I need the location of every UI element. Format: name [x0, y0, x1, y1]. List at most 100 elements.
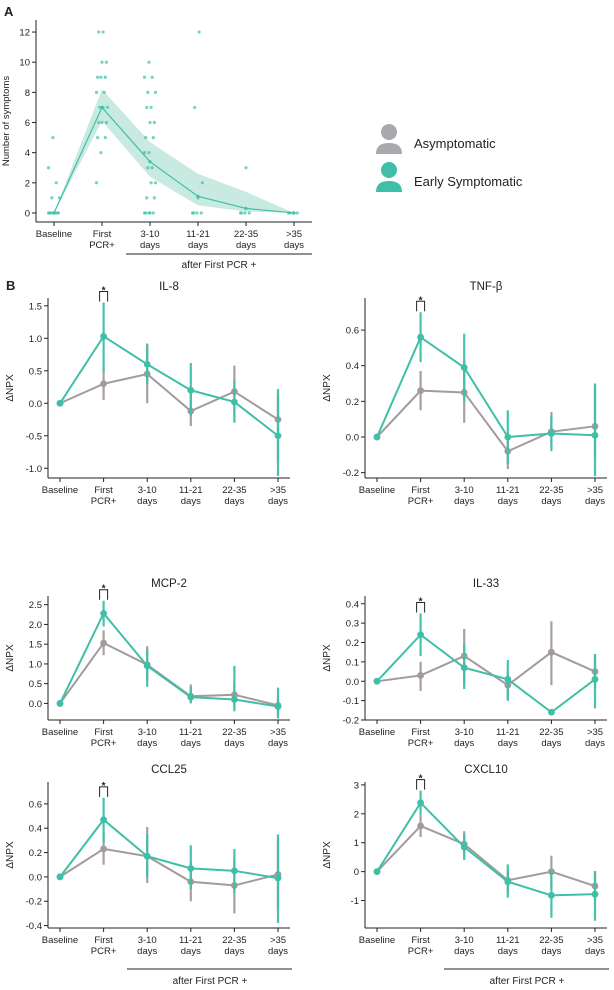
ccl25-ytick-label: 0.6	[29, 799, 42, 810]
mcp2-early-symptomatic-point	[100, 609, 107, 617]
il33-ytick-label: 0.1	[346, 657, 359, 668]
il33-ytick-label: -0.1	[343, 696, 359, 707]
symptoms-point	[247, 211, 251, 215]
il33-xtick-label: 22-35 days	[539, 727, 563, 749]
mcp2-early-symptomatic-point	[56, 700, 64, 707]
symptoms-point	[103, 135, 107, 140]
symptoms-point	[151, 135, 155, 140]
il33-xtick-label: 3-10 days	[454, 727, 474, 749]
symptoms-point	[146, 166, 150, 170]
symptoms-point	[197, 30, 201, 34]
cxcl10-asymptomatic-point	[417, 822, 424, 830]
symptoms-point	[145, 105, 149, 110]
tnfb-significance-star: *	[419, 295, 423, 306]
symptoms-point	[149, 105, 153, 110]
symptoms-point	[192, 211, 196, 215]
cxcl10-xtick-label: 3-10 days	[454, 935, 474, 957]
symptoms-point	[147, 151, 151, 155]
cxcl10-ytick-label: 2	[354, 809, 359, 820]
mcp2-ytick-label: 0.0	[29, 699, 42, 710]
symptoms-point	[152, 120, 156, 125]
cxcl10-xtick-label: 22-35 days	[539, 935, 563, 957]
symptoms-mean-point	[292, 211, 296, 215]
symptoms-axes: 0 2 4 6 8 10 12 Baseline First PCR+ 3-10 days 11-21 d…	[1, 20, 312, 251]
il33-xtick-label: 11-21 days	[496, 727, 520, 749]
symptoms-ci-band	[54, 89, 294, 213]
symptoms-point	[99, 75, 103, 79]
il33-early-symptomatic-point	[548, 708, 555, 716]
mcp2-significance-star: *	[102, 584, 106, 595]
il8-chart: -1.0 -0.5 0.0 0.5 1.0 1.5 Baseline First PCR+ 3-1…	[5, 281, 290, 507]
ccl25-bracket-line	[99, 786, 109, 797]
il33-xtick-label: Baseline	[359, 727, 395, 738]
mcp2-ylabel: ΔNPX	[5, 644, 16, 672]
symptoms-point	[199, 211, 203, 215]
ccl25-asymptomatic-point	[100, 845, 107, 853]
ccl25-early-symptomatic-point	[56, 873, 64, 881]
symptoms-mean-point	[52, 211, 56, 215]
il8-xtick-label: First PCR+	[91, 485, 117, 507]
mcp2-ytick-label: 1.5	[29, 640, 42, 651]
ccl25-ytick-label: 0.0	[29, 872, 42, 883]
il8-xtick-label: 22-35 days	[222, 485, 246, 507]
cxcl10-ytick-label: 1	[354, 838, 359, 849]
symptoms-ytick-label: 4	[25, 148, 30, 159]
il8-asymptomatic-line	[59, 372, 279, 421]
il8-ylabel: ΔNPX	[5, 374, 16, 402]
ccl25-chart: -0.4 -0.2 0.0 0.2 0.4 0.6 Baseline First PCR+ 3-1…	[5, 764, 290, 957]
group-label-a: after First PCR +	[182, 260, 257, 271]
ccl25-early-symptomatic-point	[100, 816, 107, 824]
tnfb-axes: -0.2 0.0 0.2 0.4 0.6 Baseline First PCR+ 3-10 day…	[322, 281, 607, 507]
symptoms-point	[243, 211, 247, 215]
symptoms-mean-point	[100, 105, 104, 110]
legend-asymptomatic-label: Asymptomatic	[414, 136, 496, 151]
mcp2-bracket-line	[99, 589, 109, 600]
il8-ytick-label: -0.5	[26, 431, 42, 442]
symptoms-point	[54, 181, 58, 185]
ccl25-early-symptomatic-point	[231, 867, 238, 875]
symptoms-point	[98, 105, 102, 110]
symptoms-point	[150, 75, 154, 79]
mcp2-significance-bracket: *	[99, 584, 109, 600]
symptoms-point	[295, 211, 299, 215]
symptoms-point	[99, 151, 103, 155]
tnfb-early-symptomatic-point	[460, 364, 468, 371]
cxcl10-early-symptomatic-line	[376, 801, 596, 897]
cxcl10-significance-star: *	[419, 774, 423, 785]
symptoms-point	[153, 90, 158, 94]
symptoms-xtick-label: 3-10 days	[140, 229, 160, 251]
tnfb-xtick-label: 11-21 days	[496, 485, 520, 507]
ccl25-ytick-label: -0.4	[26, 921, 42, 932]
cxcl10-xtick-label: >35 days	[585, 935, 605, 957]
cxcl10-ytick-label: 0	[354, 867, 359, 878]
il33-xtick-label: First PCR+	[408, 727, 434, 749]
symptoms-ytick-label: 6	[25, 118, 30, 129]
symptoms-point	[142, 151, 147, 155]
il33-ytick-label: 0.4	[346, 599, 359, 610]
symptoms-point	[97, 30, 101, 34]
il8-xtick-label: 11-21 days	[179, 485, 203, 507]
symptoms-point	[148, 120, 152, 125]
cxcl10-ytick-label: 3	[354, 780, 359, 791]
mcp2-early-symptomatic-line	[59, 611, 279, 708]
cxcl10-bracket-line	[416, 779, 426, 790]
tnfb-early-symptomatic-point	[591, 431, 599, 439]
il33-early-symptomatic-point	[417, 631, 424, 639]
tnfb-xtick-label: >35 days	[585, 485, 605, 507]
il33-bracket-line	[416, 601, 426, 613]
ccl25-xtick-label: Baseline	[42, 935, 78, 946]
symptoms-point	[94, 90, 99, 94]
il8-bracket-line	[99, 291, 109, 302]
tnfb-asymptomatic-line	[376, 389, 596, 453]
group-bracket-b-left: after First PCR +	[127, 968, 292, 987]
tnfb-title: TNF-β	[470, 281, 503, 293]
il8-xtick-label: >35 days	[268, 485, 288, 507]
mcp2-xtick-label: 22-35 days	[222, 727, 246, 749]
symptoms-ylabel: Number of symptoms	[1, 76, 12, 167]
symptoms-point	[103, 75, 107, 79]
cxcl10-significance-bracket: *	[416, 774, 426, 790]
mcp2-asymptomatic-point	[100, 639, 107, 647]
symptoms-point	[149, 181, 153, 185]
symptoms-point	[100, 120, 104, 125]
cxcl10-xtick-label: First PCR+	[408, 935, 434, 957]
